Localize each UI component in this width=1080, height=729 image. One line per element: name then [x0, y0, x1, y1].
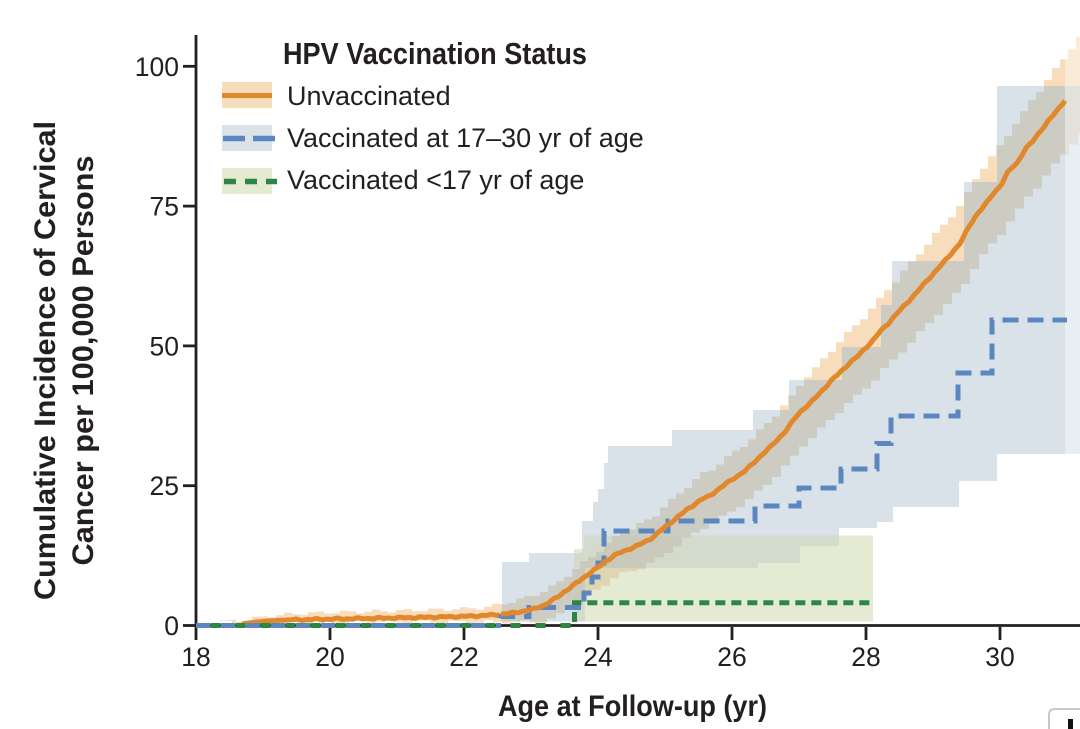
svg-text:Unvaccinated: Unvaccinated [287, 81, 451, 111]
svg-text:28: 28 [851, 642, 880, 672]
svg-text:Age at Follow-up (yr): Age at Follow-up (yr) [498, 690, 767, 723]
svg-text:75: 75 [150, 192, 179, 222]
svg-text:Cancer per 100,000 Persons: Cancer per 100,000 Persons [67, 155, 100, 565]
svg-text:Vaccinated at 17–30 yr of age: Vaccinated at 17–30 yr of age [287, 123, 644, 153]
svg-text:30: 30 [985, 642, 1014, 672]
svg-text:50: 50 [150, 331, 179, 361]
svg-text:Vaccinated <17 yr of age: Vaccinated <17 yr of age [287, 165, 584, 195]
svg-text:0: 0 [164, 611, 179, 641]
svg-text:HPV Vaccination Status: HPV Vaccination Status [283, 36, 587, 71]
svg-text:20: 20 [315, 642, 344, 672]
svg-text:Cumulative Incidence of Cervic: Cumulative Incidence of Cervical [29, 121, 62, 600]
svg-text:22: 22 [449, 642, 478, 672]
svg-text:100: 100 [135, 52, 179, 82]
svg-text:18: 18 [181, 642, 210, 672]
svg-text:26: 26 [717, 642, 746, 672]
svg-text:24: 24 [583, 642, 612, 672]
svg-text:25: 25 [150, 471, 179, 501]
